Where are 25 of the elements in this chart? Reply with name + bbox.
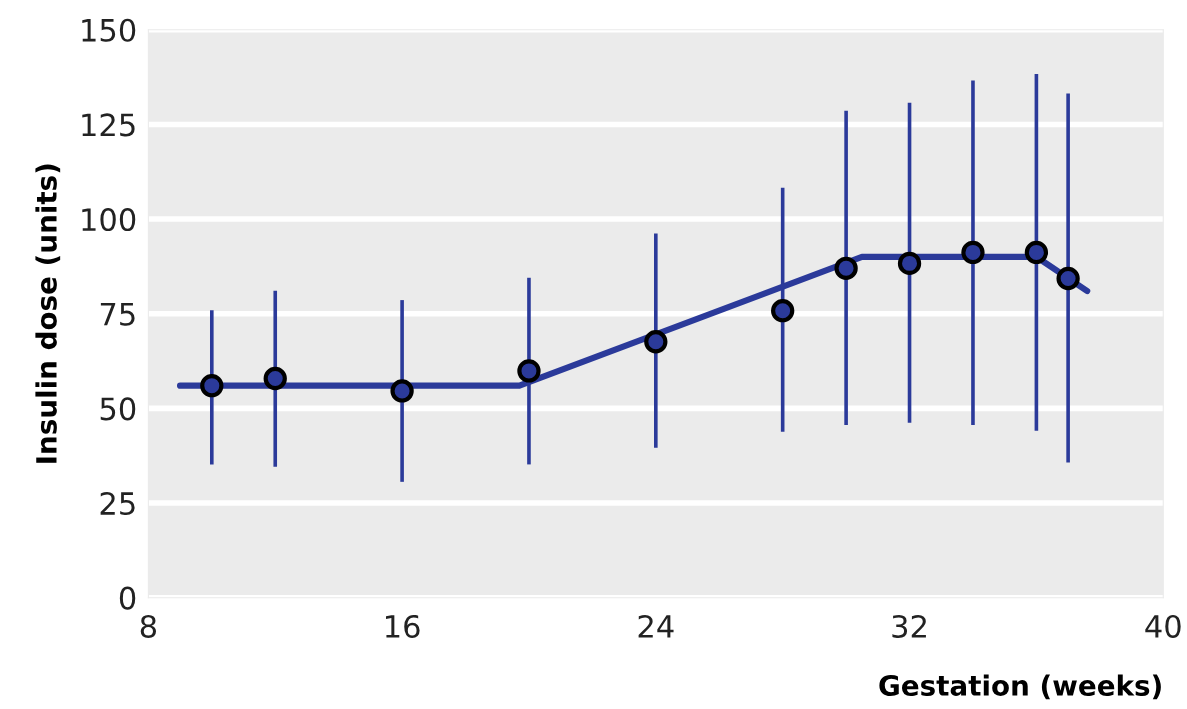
y-axis-title: Insulin dose (units) (35, 164, 61, 463)
x-tick-label: 8 (140, 614, 156, 639)
x-tick-label: 16 (386, 614, 420, 639)
point (1056, 266, 1080, 291)
point (1024, 240, 1049, 265)
y-tick-label: 125 (82, 113, 135, 137)
y-tick-label: 25 (100, 491, 135, 516)
x-axis-title: Gestation (weeks) (879, 674, 1161, 700)
point (644, 330, 668, 354)
point (961, 240, 985, 265)
point (263, 366, 287, 391)
point (517, 359, 541, 383)
point (897, 251, 922, 276)
x-tick-label: 32 (892, 614, 926, 639)
point (834, 256, 858, 280)
point (771, 299, 795, 323)
y-tick-label: 100 (82, 208, 136, 232)
y-tick-label: 150 (82, 18, 136, 42)
y-tick-label: 0 (119, 586, 136, 610)
point (200, 374, 224, 398)
x-tick-label: 24 (638, 614, 674, 638)
point (390, 379, 414, 403)
y-tick-label: 75 (100, 303, 135, 326)
y-tick-label: 50 (100, 397, 136, 421)
x-tick-label: 40 (1145, 614, 1181, 639)
